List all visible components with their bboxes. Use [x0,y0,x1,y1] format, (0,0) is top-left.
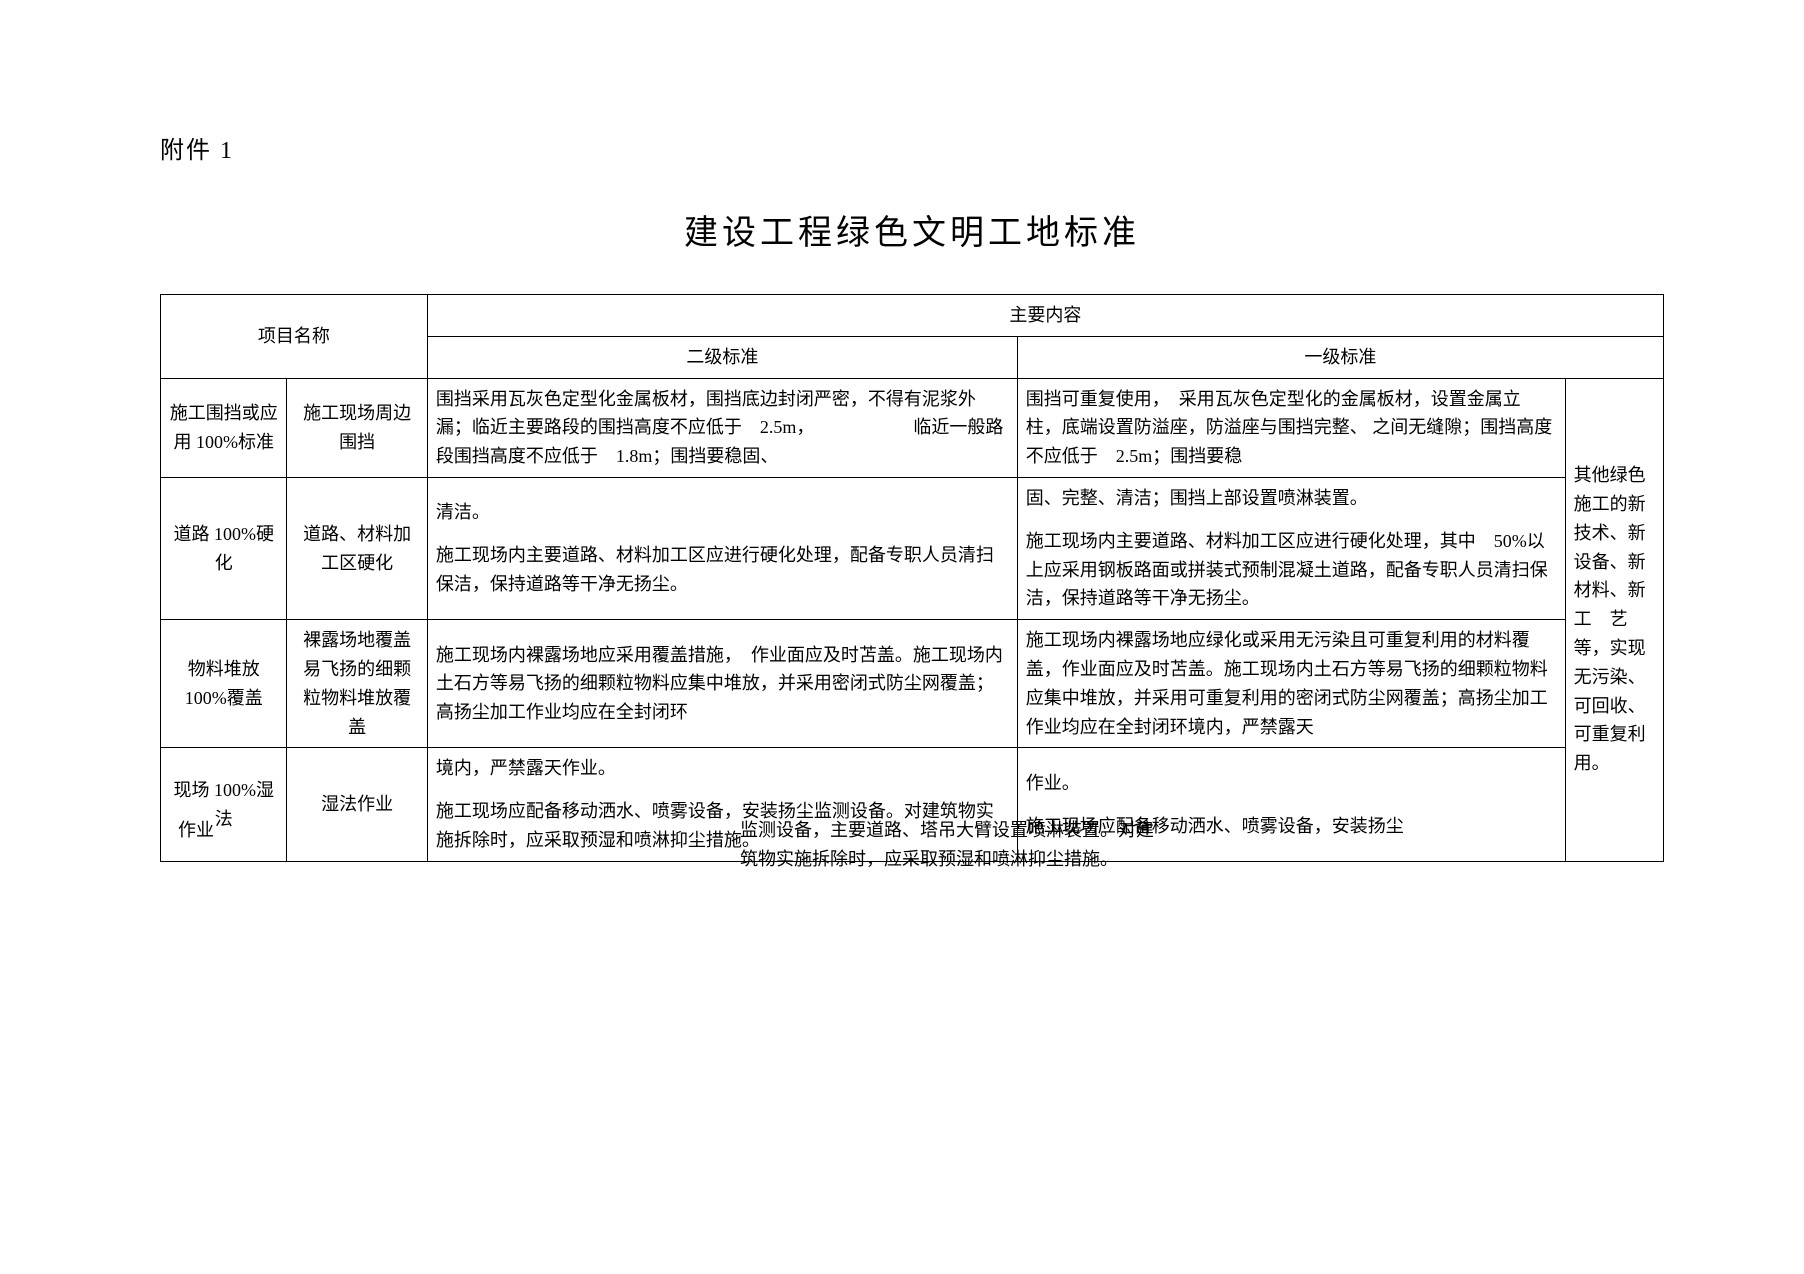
lv2-cell: 围挡采用瓦灰色定型化金属板材，围挡底边封闭严密，不得有泥浆外漏；临近主要路段的围… [427,378,1017,477]
page-title: 建设工程绿色文明工地标准 [160,205,1664,254]
lv2-cell: 施工现场内裸露场地应采用覆盖措施， 作业面应及时苫盖。施工现场内土石方等易飞扬的… [427,620,1017,748]
lv1-cell: 施工现场内裸露场地应绿化或采用无污染且可重复利用的材料覆盖，作业面应及时苫盖。施… [1017,620,1565,748]
standards-table: 项目名称 主要内容 二级标准 一级标准 施工围挡或应用 100%标准 施工现场周… [160,294,1664,862]
header-project-name: 项目名称 [161,295,428,379]
header-main-content: 主要内容 [427,295,1663,337]
table-header-row: 项目名称 主要内容 [161,295,1664,337]
lv1-text-b: 施工现场内主要道路、材料加工区应进行硬化处理，其中 50%以上应采用钢板路面或拼… [1026,527,1557,613]
cat2-cell: 裸露场地覆盖 易飞扬的细颗粒物料堆放覆盖 [287,620,427,748]
lv2-text-b: 施工现场内主要道路、材料加工区应进行硬化处理，配备专职人员清扫保洁，保持道路等干… [436,541,1009,599]
overflow-text-left: 作业 [160,816,214,845]
attachment-label: 附件 1 [160,130,1664,165]
cat2-cell: 湿法作业 [287,748,427,861]
lv1-cell: 固、完整、清洁；围挡上部设置喷淋装置。 施工现场内主要道路、材料加工区应进行硬化… [1017,477,1565,619]
other-cell: 其他绿色施工的新技术、新设备、新 材料、新工 艺等，实现无污染、可回收、可重复利… [1565,378,1663,861]
table-row: 道路 100%硬化 道路、材料加工区硬化 清洁。 施工现场内主要道路、材料加工区… [161,477,1664,619]
cat1-cell: 道路 100%硬化 [161,477,287,619]
table-row: 物料堆放 100%覆盖 裸露场地覆盖 易飞扬的细颗粒物料堆放覆盖 施工现场内裸露… [161,620,1664,748]
lv1-text-a: 固、完整、清洁；围挡上部设置喷淋装置。 [1026,484,1557,513]
lv2-cell: 清洁。 施工现场内主要道路、材料加工区应进行硬化处理，配备专职人员清扫保洁，保持… [427,477,1017,619]
table-row: 施工围挡或应用 100%标准 施工现场周边围挡 围挡采用瓦灰色定型化金属板材，围… [161,378,1664,477]
lv2-text-a: 境内，严禁露天作业。 [436,754,1009,783]
header-level2: 二级标准 [427,336,1017,378]
cat1-cell: 物料堆放 100%覆盖 [161,620,287,748]
cat2-cell: 道路、材料加工区硬化 [287,477,427,619]
header-level1: 一级标准 [1017,336,1663,378]
cat1-cell: 施工围挡或应用 100%标准 [161,378,287,477]
lv2-text-a: 清洁。 [436,498,1009,527]
overflow-text-right: 监测设备，主要道路、塔吊大臂设置喷淋装置。对建筑物实施拆除时，应采取预湿和喷淋抑… [740,816,1160,874]
lv1-text-a: 作业。 [1026,769,1557,798]
lv1-cell: 围挡可重复使用， 采用瓦灰色定型化的金属板材，设置金属立柱，底端设置防溢座，防溢… [1017,378,1565,477]
cat2-cell: 施工现场周边围挡 [287,378,427,477]
